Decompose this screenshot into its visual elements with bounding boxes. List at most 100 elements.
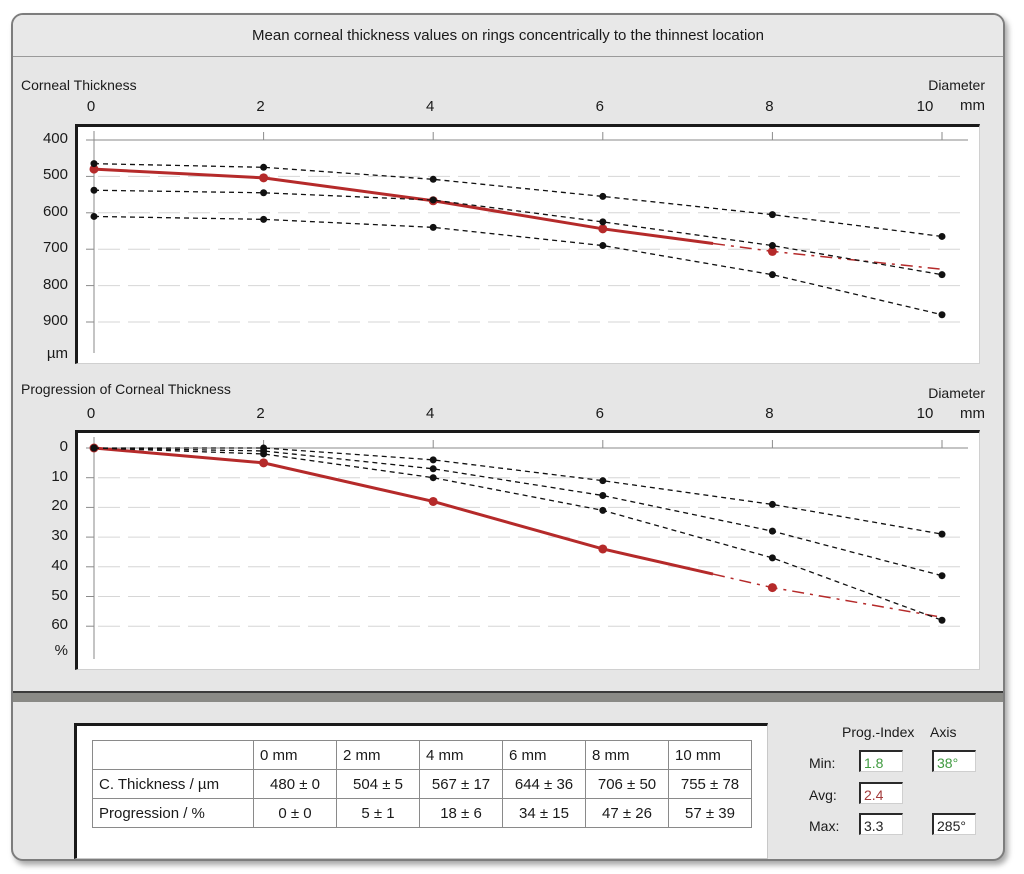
results-table-frame: 0 mm 2 mm 4 mm 6 mm 8 mm 10 mm C. Thickn… — [74, 723, 768, 859]
table-cell: 644 ± 36 — [502, 769, 586, 799]
x-tick-label: 10 — [916, 98, 934, 115]
series-line-normal-2 — [93, 189, 943, 276]
chart-title: Corneal Thickness — [21, 77, 137, 93]
data-point-normal — [429, 474, 437, 482]
avg-index-value: 2.4 — [859, 782, 903, 804]
series-line-mean-dashed — [712, 242, 943, 270]
y-tick-label: 10 — [51, 467, 68, 485]
x-tick-label: 6 — [595, 405, 604, 422]
min-label: Min: — [809, 755, 836, 771]
table-cell: 480 ± 0 — [253, 769, 337, 799]
series-line-normal-1 — [93, 163, 943, 238]
data-point-normal — [260, 215, 268, 223]
y-tick-label: 40 — [51, 556, 68, 574]
y-axis-unit: µm — [46, 345, 68, 362]
data-point-normal — [429, 223, 437, 231]
x-axis-unit: mm — [960, 405, 985, 422]
y-tick-label: 500 — [42, 166, 68, 184]
data-point-normal — [599, 242, 607, 250]
data-point-normal — [90, 186, 98, 194]
data-point-normal — [768, 271, 776, 279]
table-row: C. Thickness / µm 480 ± 0 504 ± 5 567 ± … — [92, 769, 752, 799]
x-tick-label: 2 — [256, 405, 265, 422]
data-point-normal — [938, 311, 946, 319]
table-header-cell: 0 mm — [253, 740, 337, 770]
data-point-normal — [599, 506, 607, 514]
table-cell: 567 ± 17 — [419, 769, 503, 799]
x-tick-label: 0 — [86, 98, 96, 115]
data-point-normal — [90, 160, 98, 168]
panel-separator — [13, 691, 1003, 702]
data-point-normal — [768, 554, 776, 562]
min-axis-value: 38° — [932, 750, 976, 772]
x-tick-label: 4 — [426, 405, 435, 422]
data-point-normal — [429, 175, 437, 183]
axis-header: Axis — [930, 724, 957, 740]
data-point-mean — [598, 544, 608, 554]
series-line-normal-3 — [93, 447, 943, 621]
data-point-normal — [260, 450, 268, 458]
table-cell: 0 ± 0 — [253, 798, 337, 828]
x-tick-label: 10 — [916, 405, 934, 422]
table-cell: 47 ± 26 — [585, 798, 669, 828]
series-line-mean-solid — [93, 167, 714, 245]
data-point-mean — [259, 173, 269, 183]
x-axis-label: Diameter — [928, 77, 985, 93]
data-point-normal — [938, 616, 946, 624]
x-tick-label: 8 — [765, 98, 774, 115]
table-cell: 504 ± 5 — [336, 769, 420, 799]
table-cell: 34 ± 15 — [502, 798, 586, 828]
plot-area — [75, 124, 980, 364]
table-header-row: 0 mm 2 mm 4 mm 6 mm 8 mm 10 mm — [92, 740, 752, 770]
row-label: C. Thickness / µm — [92, 769, 254, 799]
chart-svg — [86, 437, 968, 659]
data-point-normal — [768, 500, 776, 508]
table-cell: 706 ± 50 — [585, 769, 669, 799]
data-point-normal — [429, 465, 437, 473]
data-point-normal — [90, 444, 98, 452]
y-tick-label: 700 — [42, 239, 68, 257]
y-tick-label: 30 — [51, 527, 68, 545]
prog-index-header: Prog.-Index — [842, 724, 915, 740]
chart-svg — [86, 131, 968, 353]
table-cell: 5 ± 1 — [336, 798, 420, 828]
data-point-normal — [90, 212, 98, 220]
data-point-normal — [599, 192, 607, 200]
data-point-normal — [260, 189, 268, 197]
table-row: Progression / % 0 ± 0 5 ± 1 18 ± 6 34 ± … — [92, 798, 752, 828]
min-index-value: 1.8 — [859, 750, 903, 772]
x-axis-label: Diameter — [928, 385, 985, 401]
max-index-value: 3.3 — [859, 813, 903, 835]
table-header-cell — [92, 740, 254, 770]
data-point-normal — [938, 572, 946, 580]
y-tick-label: 800 — [42, 275, 68, 293]
data-point-mean — [598, 224, 608, 234]
data-point-mean — [767, 246, 777, 256]
data-point-normal — [429, 196, 437, 204]
y-tick-label: 400 — [42, 130, 68, 147]
progression-index-panel: Prog.-Index Axis Min: 1.8 38° Avg: 2.4 M… — [803, 720, 993, 859]
data-point-mean — [767, 583, 777, 593]
corneal-thickness-window: Mean corneal thickness values on rings c… — [11, 13, 1005, 861]
y-tick-label: 60 — [51, 616, 68, 634]
x-tick-label: 2 — [256, 98, 265, 115]
table-cell: 755 ± 78 — [668, 769, 752, 799]
table-header-cell: 4 mm — [419, 740, 503, 770]
max-axis-value: 285° — [932, 813, 976, 835]
data-point-normal — [599, 218, 607, 226]
y-axis-unit: % — [54, 642, 68, 659]
data-point-normal — [260, 163, 268, 171]
data-point-mean — [428, 496, 438, 506]
max-label: Max: — [809, 818, 840, 834]
table-header-cell: 6 mm — [502, 740, 586, 770]
x-tick-label: 6 — [595, 98, 604, 115]
x-tick-label: 0 — [86, 405, 96, 422]
avg-label: Avg: — [809, 787, 837, 803]
data-point-normal — [429, 456, 437, 464]
chart-title: Progression of Corneal Thickness — [21, 381, 231, 397]
data-point-normal — [938, 530, 946, 538]
y-tick-label: 600 — [42, 202, 68, 220]
series-line-mean-solid — [93, 446, 714, 576]
plot-area — [75, 430, 980, 670]
results-table: 0 mm 2 mm 4 mm 6 mm 8 mm 10 mm C. Thickn… — [92, 740, 752, 828]
